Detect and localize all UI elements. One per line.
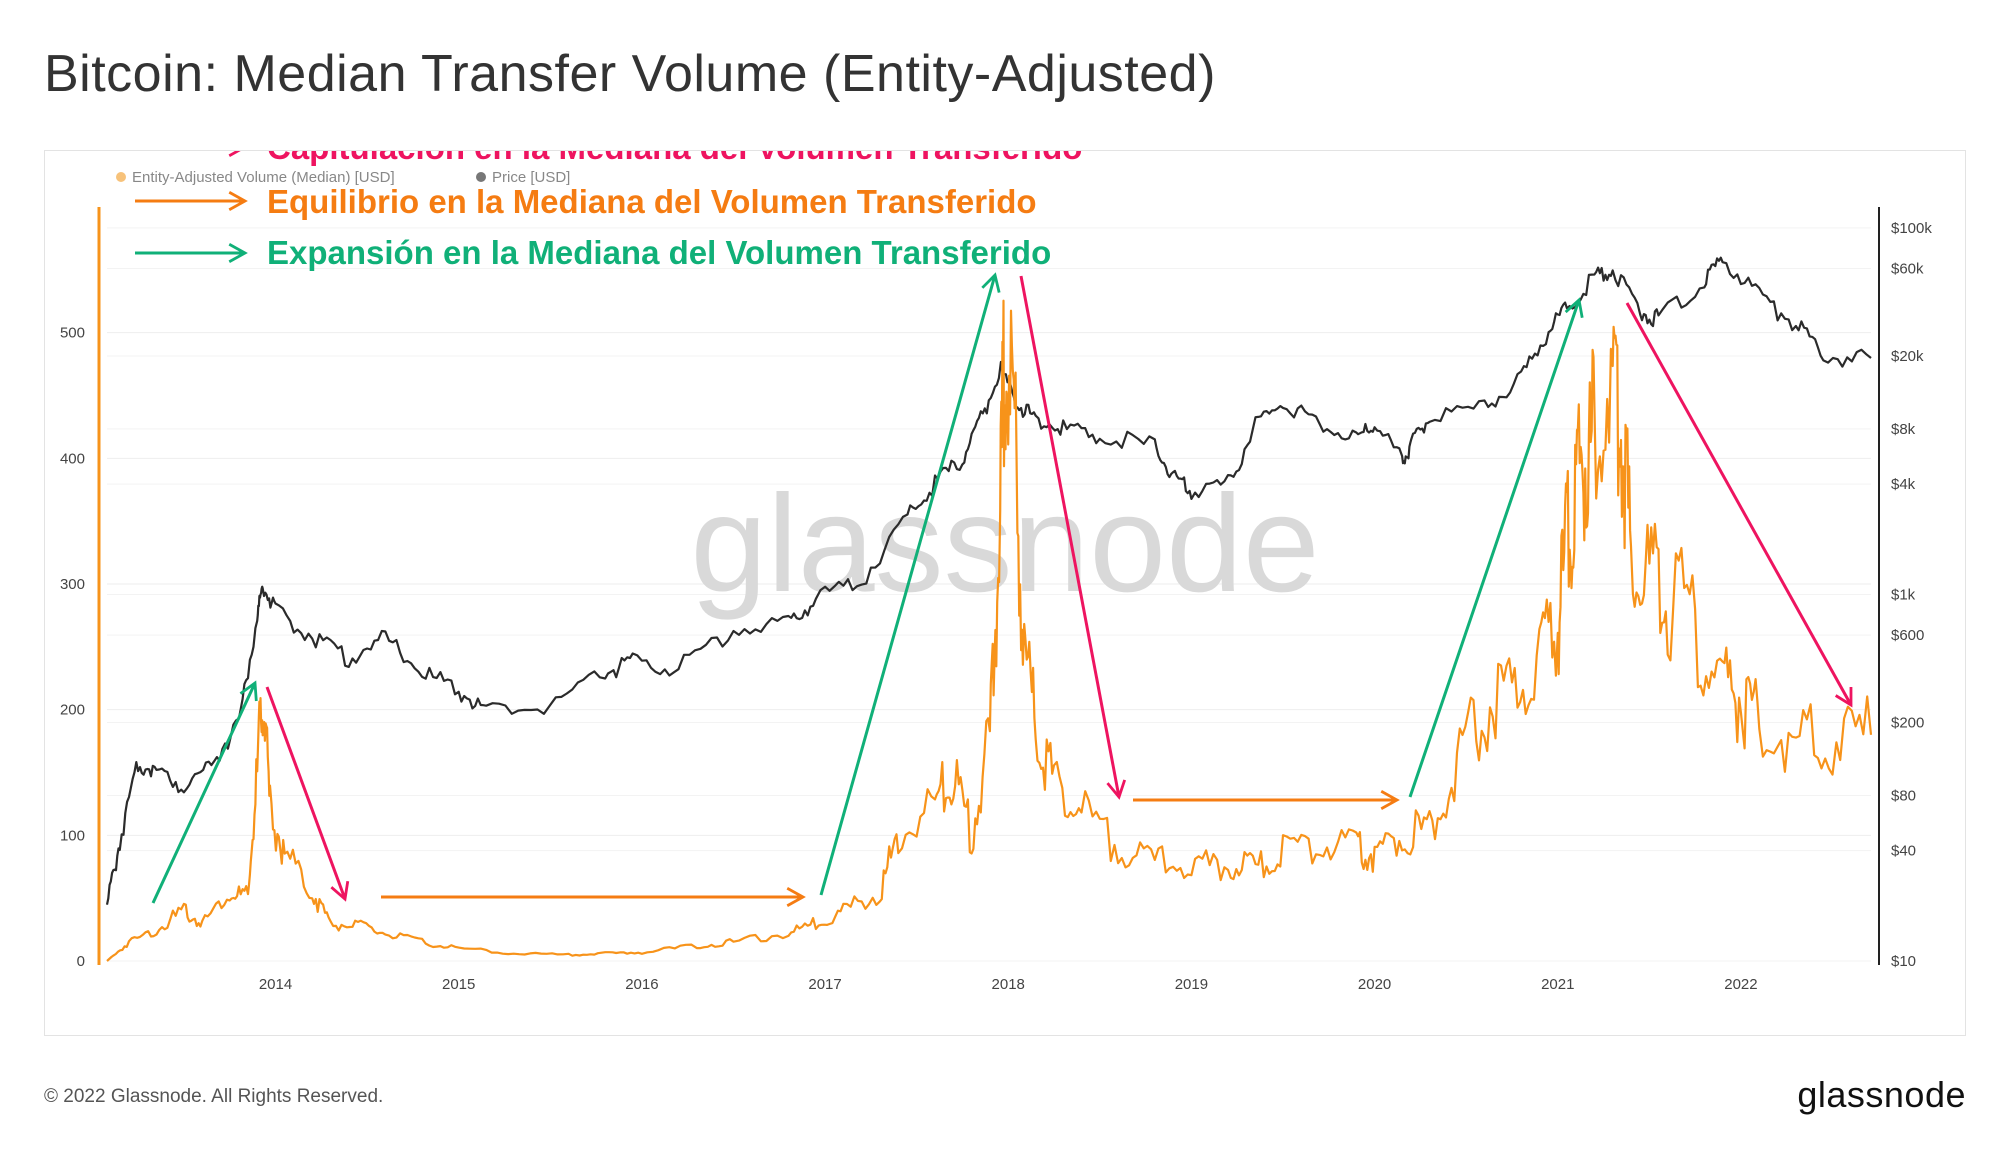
capitulation-arrows	[265, 275, 1853, 902]
capitulation-arrow-2014	[265, 686, 350, 902]
annotation-capitulation: Capitulación en la Mediana del Volumen T…	[267, 151, 1082, 166]
x-tick-label: 2018	[992, 976, 1025, 993]
legend-volume-dot	[116, 172, 126, 182]
x-tick-label: 2014	[259, 976, 292, 993]
x-tick-label: 2022	[1724, 976, 1757, 993]
right-tick-label: $1k	[1891, 586, 1916, 603]
capitulation-arrow-2021	[1625, 302, 1853, 708]
legend-price-label: Price [USD]	[492, 169, 570, 186]
right-tick-label: $4k	[1891, 476, 1916, 493]
left-tick-label: 200	[60, 702, 85, 719]
left-axis-ticks: 0 100 200 300 400 500	[60, 325, 85, 970]
right-tick-label: $40	[1891, 843, 1916, 860]
right-tick-label: $600	[1891, 627, 1924, 644]
right-tick-label: $60k	[1891, 261, 1924, 278]
left-tick-label: 0	[77, 953, 85, 970]
footer-logo: glassnode	[1797, 1074, 1966, 1115]
watermark: glassnode	[690, 467, 1319, 621]
equilibrium-arrows	[381, 790, 1400, 907]
annotation-equilibrium: Equilibrio en la Mediana del Volumen Tra…	[267, 183, 1037, 220]
expansion-arrows	[151, 272, 1584, 904]
legend-volume-label: Entity-Adjusted Volume (Median) [USD]	[132, 169, 395, 186]
chart-frame: glassnode 0 100 200 300 400 500 $10 $40 $80 $200…	[44, 150, 1966, 1036]
expansion-arrow-2017	[819, 272, 1001, 896]
right-tick-label: $10	[1891, 953, 1916, 970]
x-tick-label: 2016	[625, 976, 658, 993]
legend: Entity-Adjusted Volume (Median) [USD] Pr…	[116, 169, 570, 186]
x-tick-label: 2019	[1175, 976, 1208, 993]
left-tick-label: 300	[60, 576, 85, 593]
x-tick-label: 2020	[1358, 976, 1391, 993]
left-tick-label: 400	[60, 450, 85, 467]
x-axis-ticks: 2014 2015 2016 2017 2018 2019 2020 2021 2022	[259, 976, 1758, 993]
page-title: Bitcoin: Median Transfer Volume (Entity-…	[44, 45, 1216, 103]
right-axis-ticks: $10 $40 $80 $200 $600 $1k $4k $8k $20k $60k $100k	[1891, 220, 1932, 970]
left-tick-label: 100	[60, 827, 85, 844]
right-tick-label: $200	[1891, 715, 1924, 732]
expansion-arrow-2013	[151, 680, 258, 904]
annotation-legend: Capitulación en la Mediana del Volumen T…	[135, 151, 1082, 271]
right-tick-label: $100k	[1891, 220, 1932, 237]
chart-plot: glassnode 0 100 200 300 400 500 $10 $40 $80 $200…	[60, 151, 1932, 993]
x-tick-label: 2021	[1541, 976, 1574, 993]
right-tick-label: $80	[1891, 787, 1916, 804]
x-tick-label: 2017	[808, 976, 841, 993]
legend-price-dot	[476, 172, 486, 182]
footer-copyright: © 2022 Glassnode. All Rights Reserved.	[44, 1086, 384, 1107]
expansion-arrow-2020	[1408, 297, 1584, 798]
right-tick-label: $8k	[1891, 421, 1916, 438]
right-tick-label: $20k	[1891, 348, 1924, 365]
left-tick-label: 500	[60, 325, 85, 342]
x-tick-label: 2015	[442, 976, 475, 993]
capitulation-arrow-2018	[1019, 275, 1127, 800]
volume-series-line	[106, 299, 1873, 962]
annotation-expansion: Expansión en la Mediana del Volumen Tran…	[267, 234, 1051, 271]
